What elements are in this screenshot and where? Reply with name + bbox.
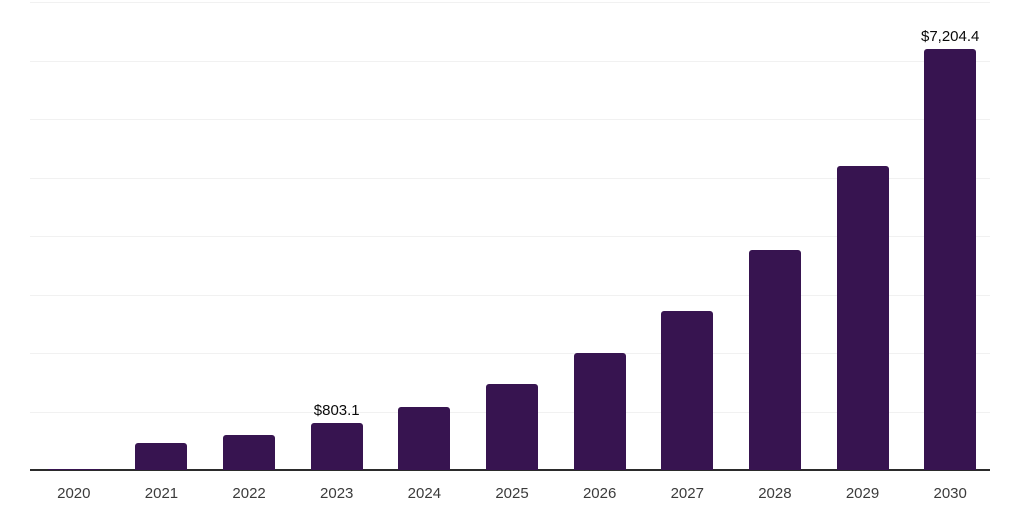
bar-2021 bbox=[135, 443, 188, 470]
gridline-6000 bbox=[30, 119, 990, 120]
bar-2027 bbox=[661, 310, 714, 470]
bar-2025 bbox=[486, 384, 538, 470]
gridline-3000 bbox=[30, 294, 990, 296]
gridline-8000 bbox=[30, 2, 990, 3]
bar-2026 bbox=[573, 353, 626, 470]
gridline-7000 bbox=[30, 60, 990, 62]
bar-2028 bbox=[748, 249, 801, 470]
gridline-2000 bbox=[30, 353, 990, 354]
bar-2020 bbox=[47, 468, 100, 470]
x-axis-label-2022: 2022 bbox=[232, 485, 266, 502]
bar-2024 bbox=[398, 407, 451, 470]
x-axis-label-2023: 2023 bbox=[320, 485, 354, 502]
x-axis-label-2025: 2025 bbox=[495, 485, 529, 502]
x-axis-label-2027: 2027 bbox=[670, 485, 704, 502]
x-axis-label-2026: 2026 bbox=[582, 485, 617, 502]
bar-2030 bbox=[924, 48, 977, 470]
value-label-2030: $7,204.4 bbox=[920, 27, 980, 45]
bar-2023 bbox=[310, 423, 363, 470]
bar-2022 bbox=[223, 435, 276, 470]
x-axis-label-2028: 2028 bbox=[758, 485, 792, 502]
value-label-2023: $803.1 bbox=[313, 402, 360, 420]
x-axis-label-2024: 2024 bbox=[407, 485, 442, 502]
bar-2029 bbox=[836, 166, 889, 470]
x-axis-label-2030: 2030 bbox=[933, 485, 967, 502]
x-axis-label-2020: 2020 bbox=[57, 485, 91, 502]
x-axis-label-2021: 2021 bbox=[144, 485, 179, 502]
gridline-4000 bbox=[30, 236, 990, 237]
gridline-5000 bbox=[30, 177, 990, 179]
x-axis-label-2029: 2029 bbox=[845, 485, 880, 502]
x-axis-line bbox=[30, 469, 990, 471]
